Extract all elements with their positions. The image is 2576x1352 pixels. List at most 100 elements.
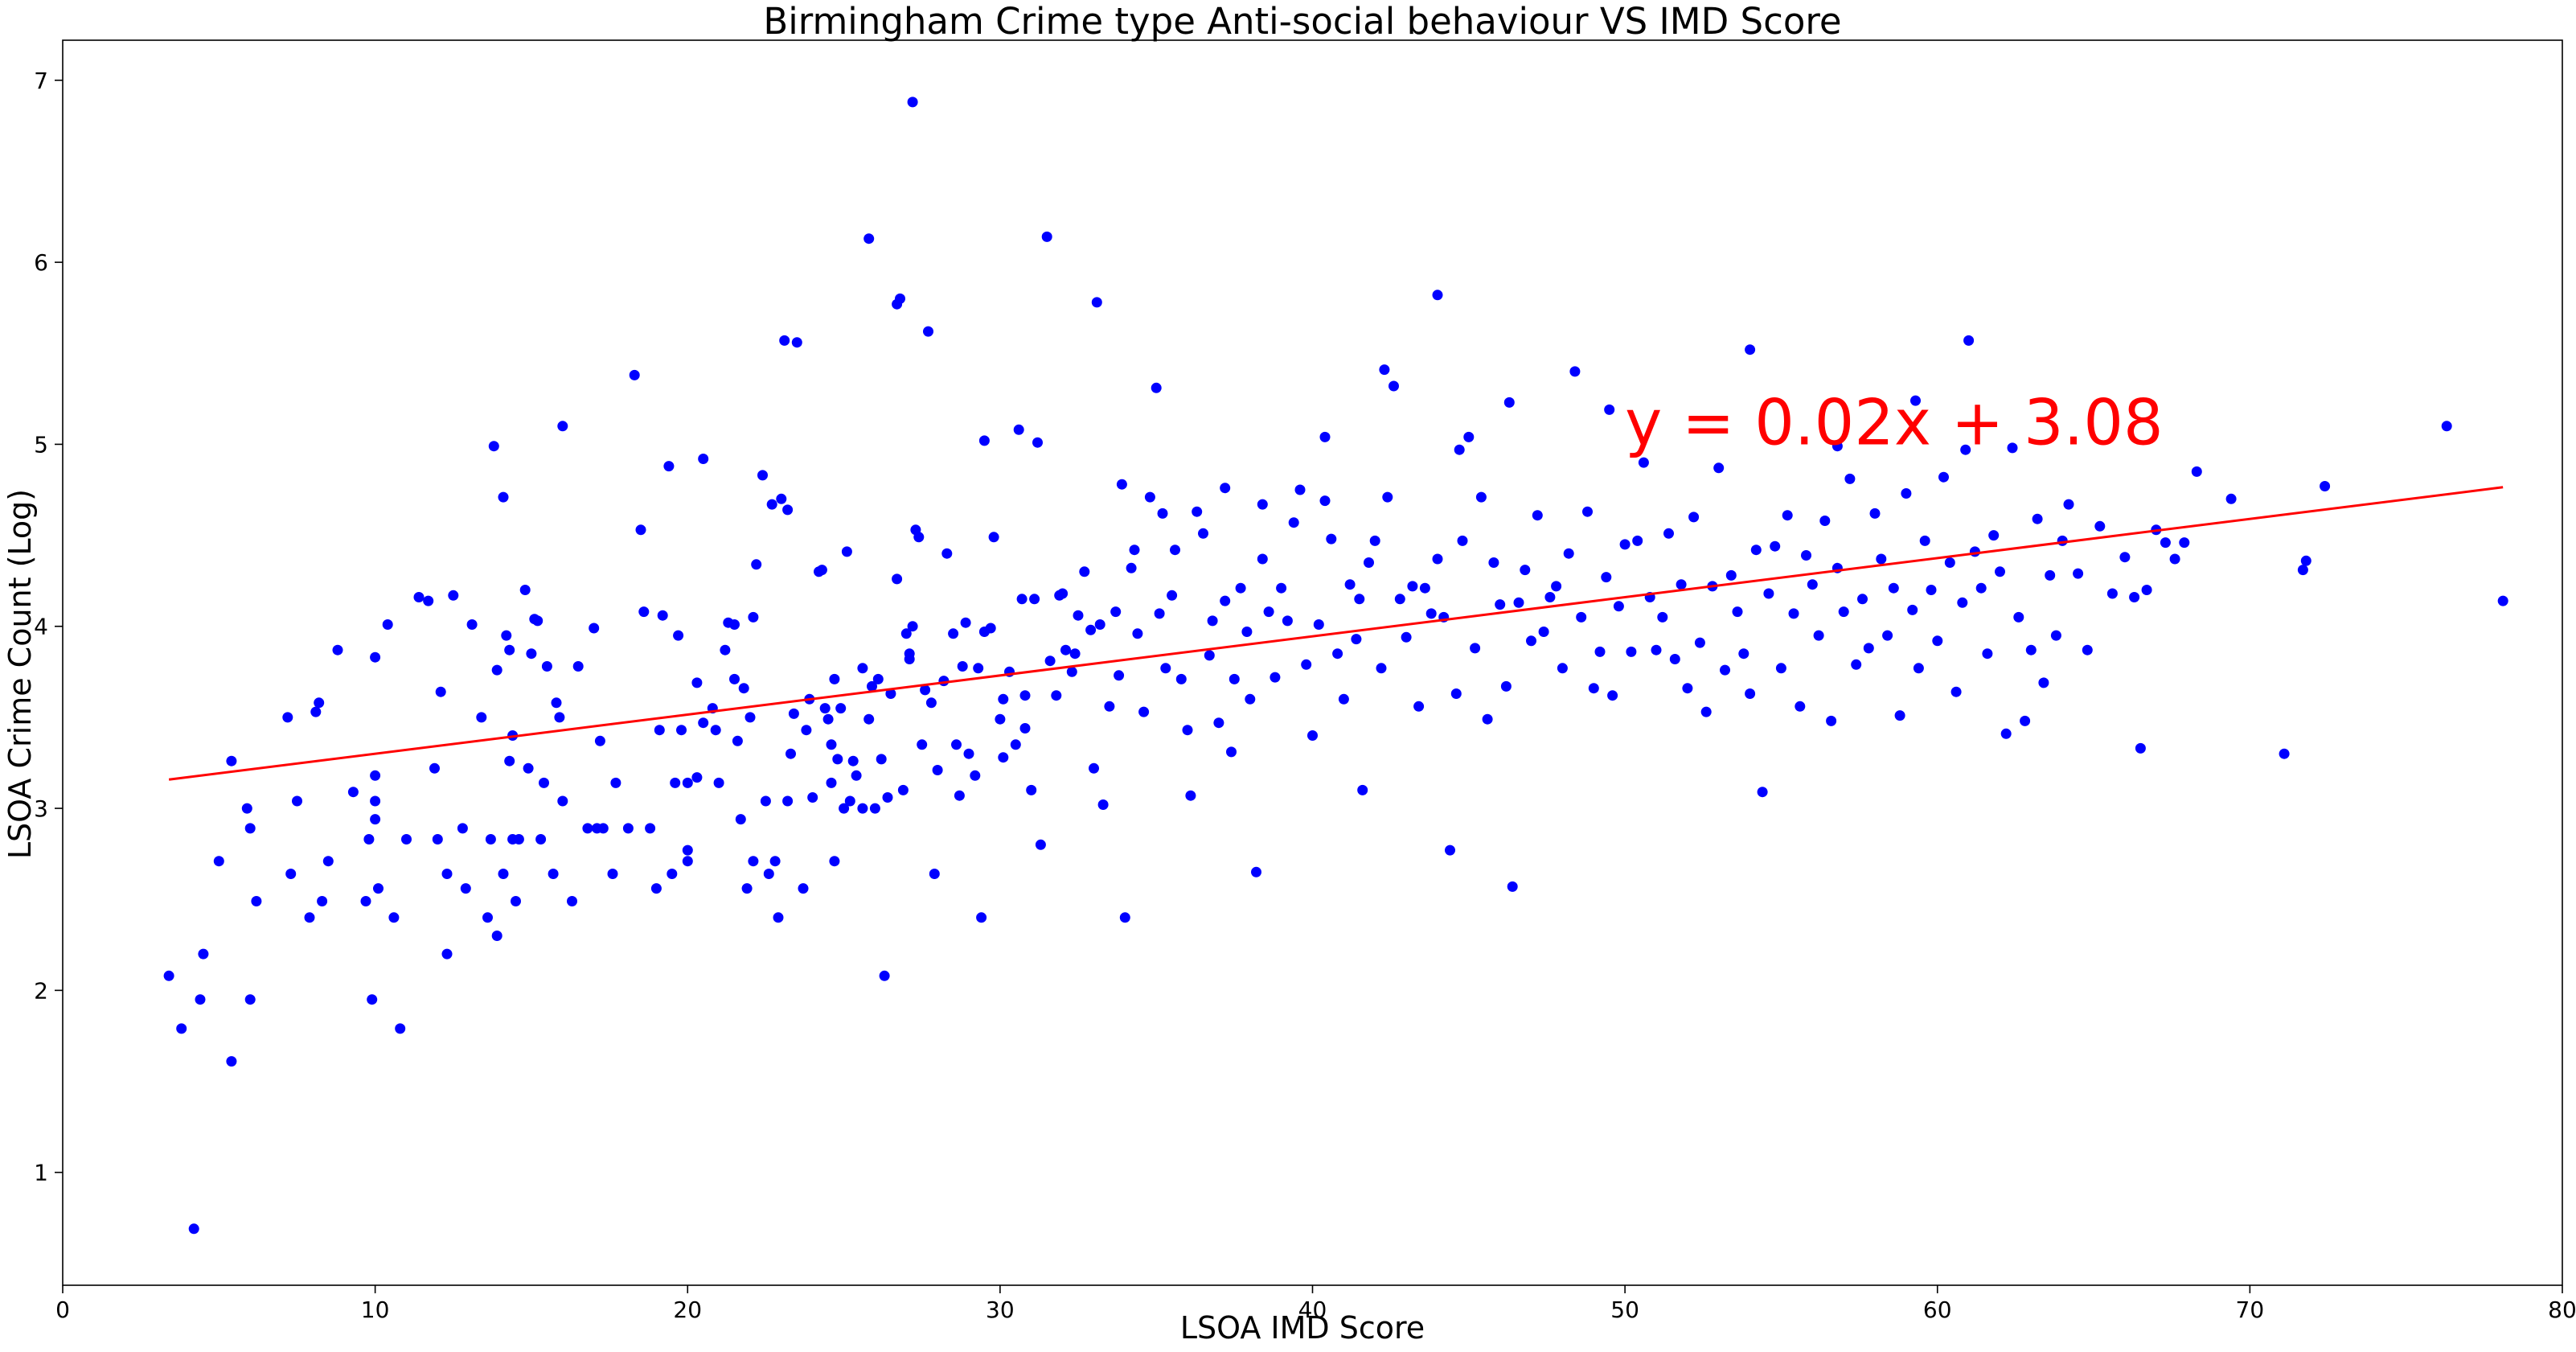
data-point [782,504,794,516]
data-point [882,792,893,803]
data-point [1276,582,1287,594]
data-point [1251,866,1261,877]
data-point [314,697,325,709]
data-point [1482,713,1493,725]
data-point [1763,588,1774,599]
data-point [741,883,753,894]
data-point [917,739,928,750]
data-point [2073,568,2084,579]
data-point [370,795,381,807]
data-point [663,461,675,472]
data-point [1119,912,1130,923]
data-point [1432,290,1443,301]
data-point [370,770,381,781]
data-point [1795,701,1806,712]
data-point [557,421,568,432]
data-point [923,326,933,337]
data-point [1607,690,1618,701]
data-point [213,856,224,867]
data-point [1750,544,1762,556]
data-point [1813,630,1824,641]
data-point [557,795,568,807]
data-point [1495,599,1506,610]
data-point [1226,746,1237,758]
data-point [1770,540,1781,552]
data-point [973,663,984,674]
data-point [869,803,880,814]
data-point [970,770,981,781]
data-point [1091,297,1102,308]
x-tick-label: 40 [1298,1297,1327,1323]
data-point [954,790,965,801]
data-point [2300,555,2311,566]
data-point [1263,606,1274,618]
data-point [488,441,499,452]
data-point [1376,663,1387,674]
data-point [1170,544,1180,556]
y-tick-label: 1 [34,1160,48,1186]
data-point [698,454,709,464]
data-point [1632,535,1643,546]
data-point [226,755,237,766]
data-point [1220,595,1231,606]
data-point [748,611,759,623]
data-point [1582,506,1593,517]
data-point [1919,535,1930,546]
data-point [1013,424,1024,435]
data-point [1863,643,1874,654]
data-point [622,823,634,834]
data-point [1819,516,1831,526]
data-point [1110,606,1122,618]
data-point [1969,546,1980,557]
data-point [370,651,381,663]
data-point [317,896,328,906]
data-point [822,713,834,725]
data-point [1950,686,1962,697]
data-point [2320,481,2331,491]
data-point [539,777,549,788]
data-point [863,713,875,725]
data-point [841,546,852,557]
data-point [920,684,931,696]
data-point [879,970,890,981]
data-point [1089,762,1099,774]
data-point [2160,537,2171,549]
data-point [1982,648,1993,660]
data-point [423,595,434,606]
data-point [735,814,746,825]
data-point [1503,397,1515,408]
data-point [1157,508,1168,519]
data-point [941,548,953,559]
data-point [1182,725,1193,736]
data-point [2082,644,2093,655]
x-tick-label: 30 [986,1297,1015,1323]
data-point [1757,787,1768,798]
data-point [1332,648,1343,660]
data-point [645,823,656,834]
data-point [1288,517,1299,528]
data-point [1060,644,1071,655]
data-point [2169,553,2180,565]
data-point [798,883,809,894]
data-point [751,559,762,570]
data-point [1782,510,1793,521]
y-tick-label: 7 [34,68,48,94]
data-point [504,755,515,766]
data-point [957,661,968,672]
data-point [1097,799,1109,810]
data-point [1700,706,1712,717]
data-point [782,795,794,807]
data-point [1241,627,1253,637]
data-point [498,491,509,503]
data-point [466,619,478,630]
data-point [1213,717,1224,729]
data-point [1738,648,1749,660]
data-point [292,795,302,807]
data-point [2141,585,2152,595]
data-point [244,823,256,834]
data-point [2038,677,2049,688]
data-point [1960,444,1971,455]
data-point [1694,637,1705,648]
data-point [948,628,959,639]
data-point [2050,630,2061,641]
